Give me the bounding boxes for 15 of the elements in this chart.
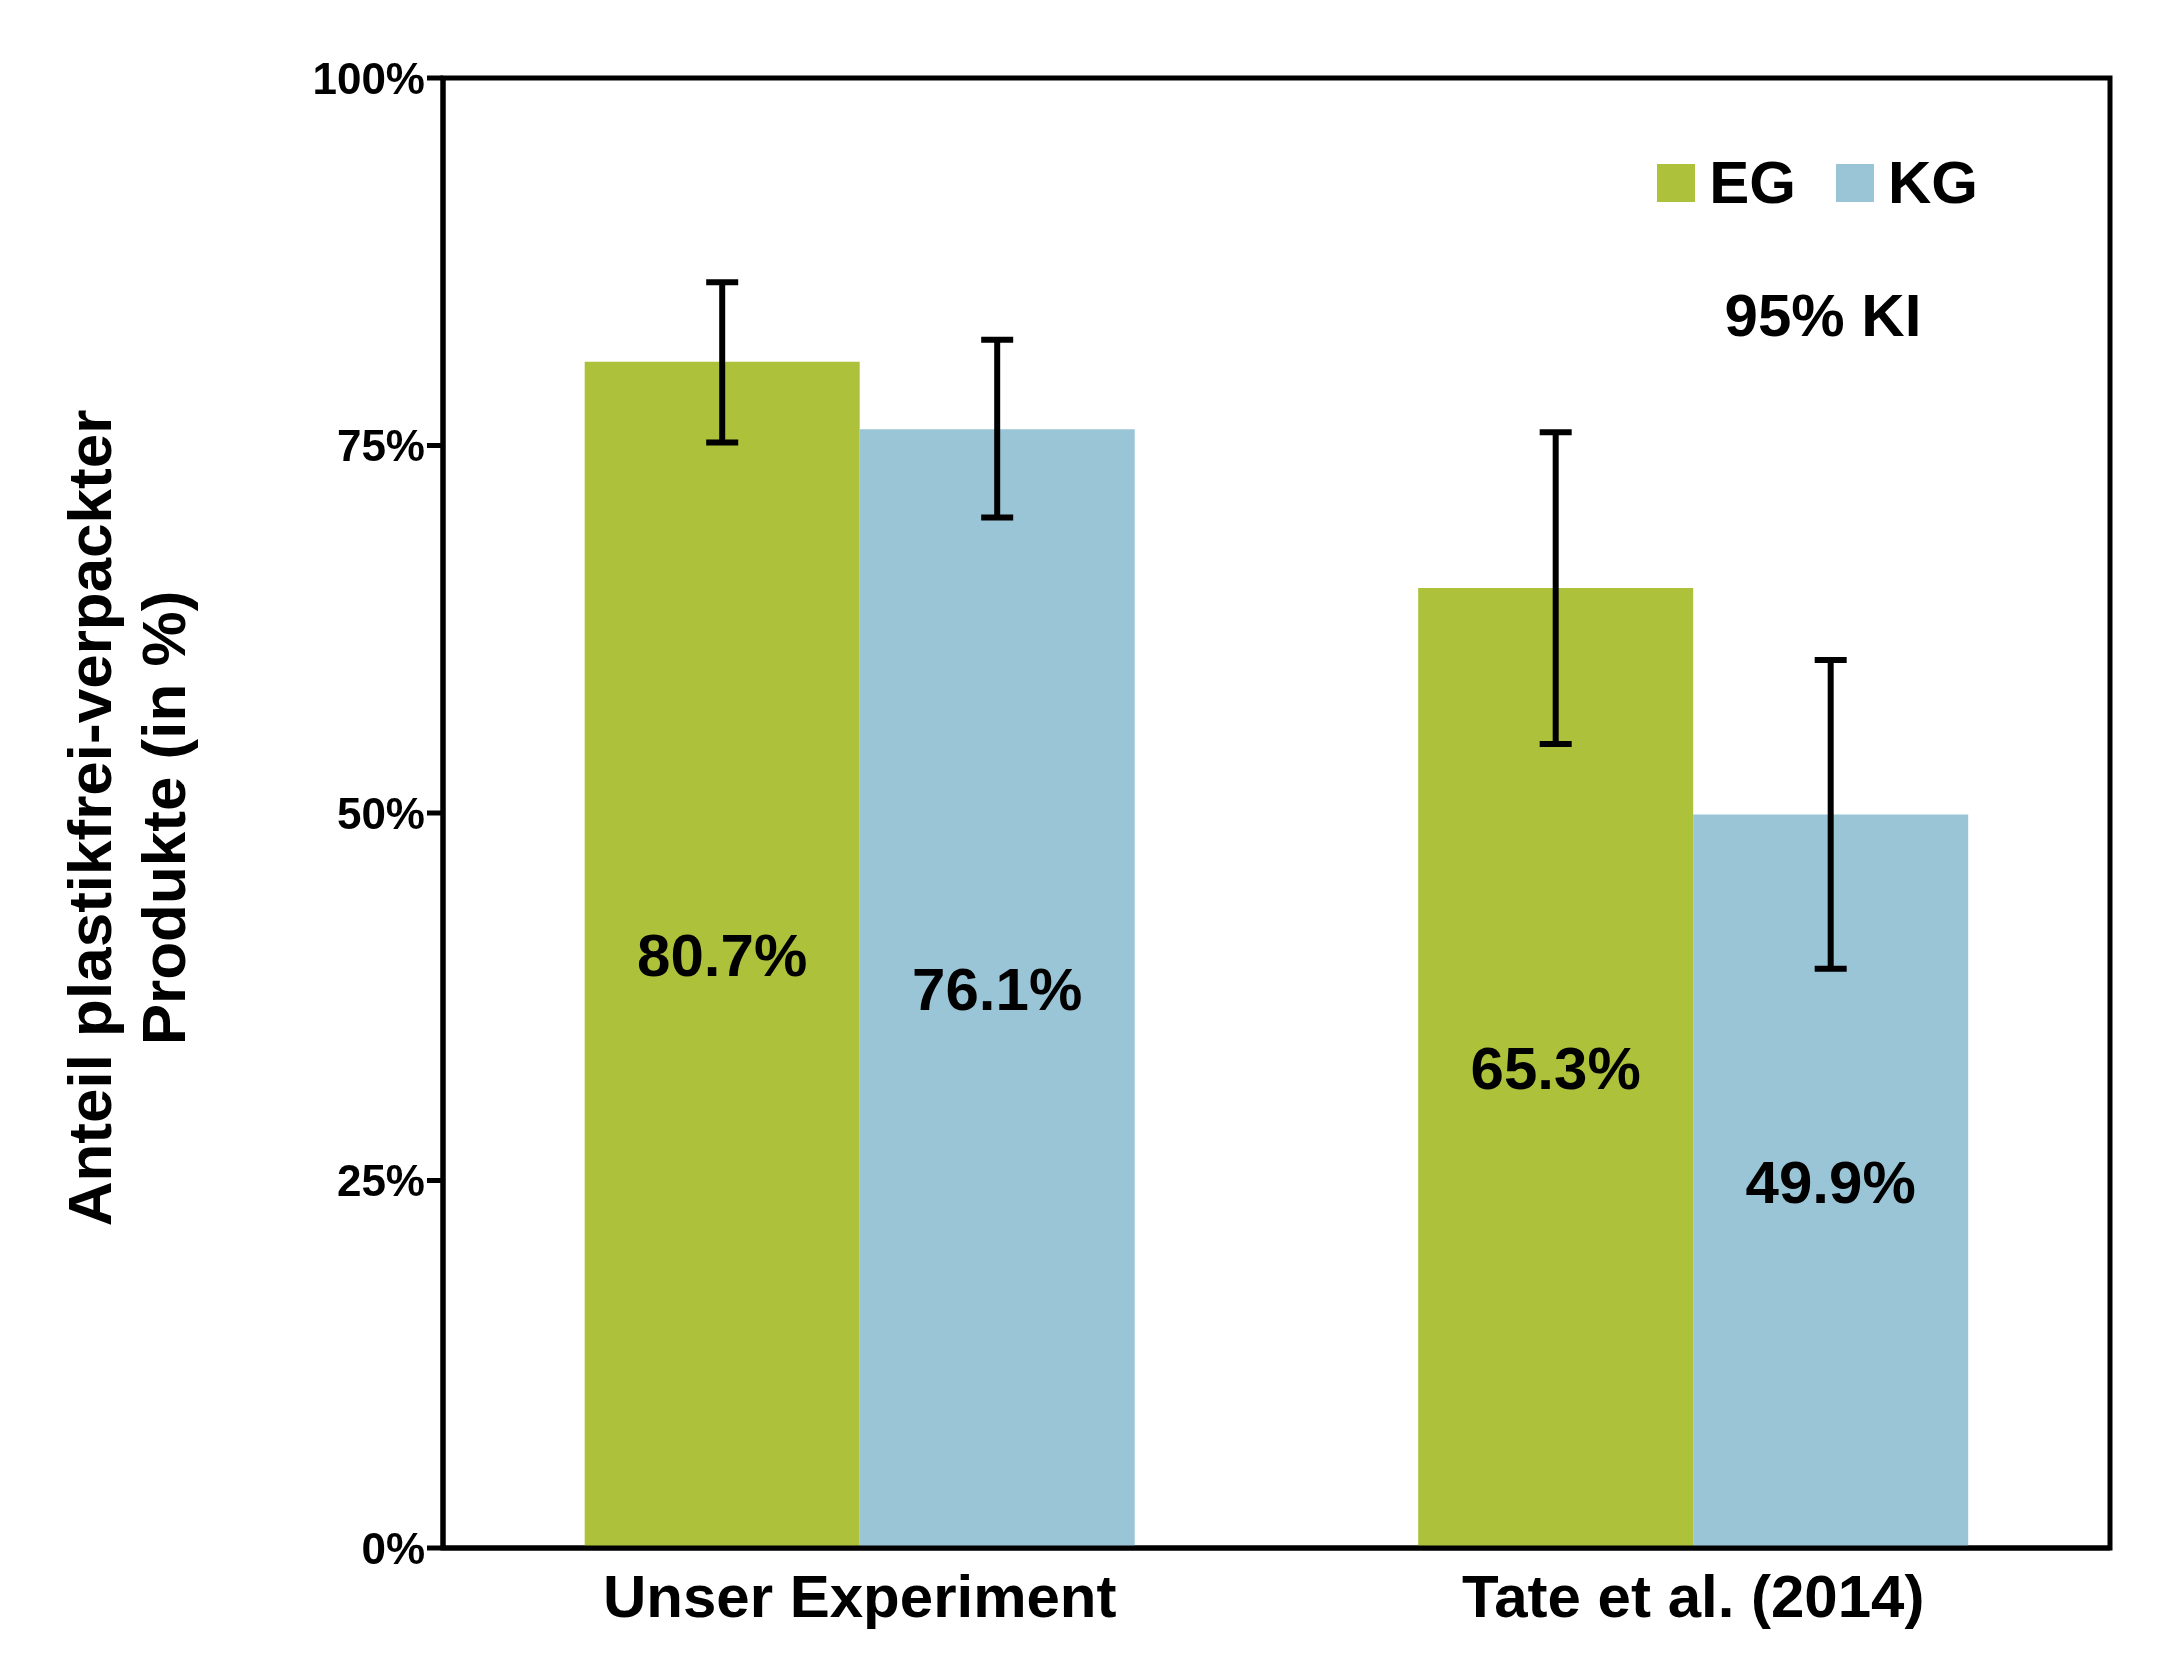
y-tick-label: 75% [336,421,425,471]
y-tick-label: 100% [312,53,425,103]
y-axis-title: Anteil plastikfrei-verpackter Produkte (in %) [55,409,198,1227]
data-label: 49.9% [1745,1148,1916,1216]
x-tick-label: Unser Experiment [602,1562,1117,1630]
y-tick-label: 0% [361,1523,425,1573]
data-label: 76.1% [912,955,1083,1023]
annotation: 95% KI [1724,282,1922,349]
x-tick-label: Tate et al. (2014) [1462,1562,1925,1630]
data-label: 80.7% [637,922,808,990]
y-tick-label: 25% [336,1156,425,1206]
y-tick-label: 50% [336,788,425,838]
data-label: 65.3% [1470,1035,1641,1103]
legend-label: KG [1888,149,1978,216]
legend-label: EG [1709,149,1796,216]
